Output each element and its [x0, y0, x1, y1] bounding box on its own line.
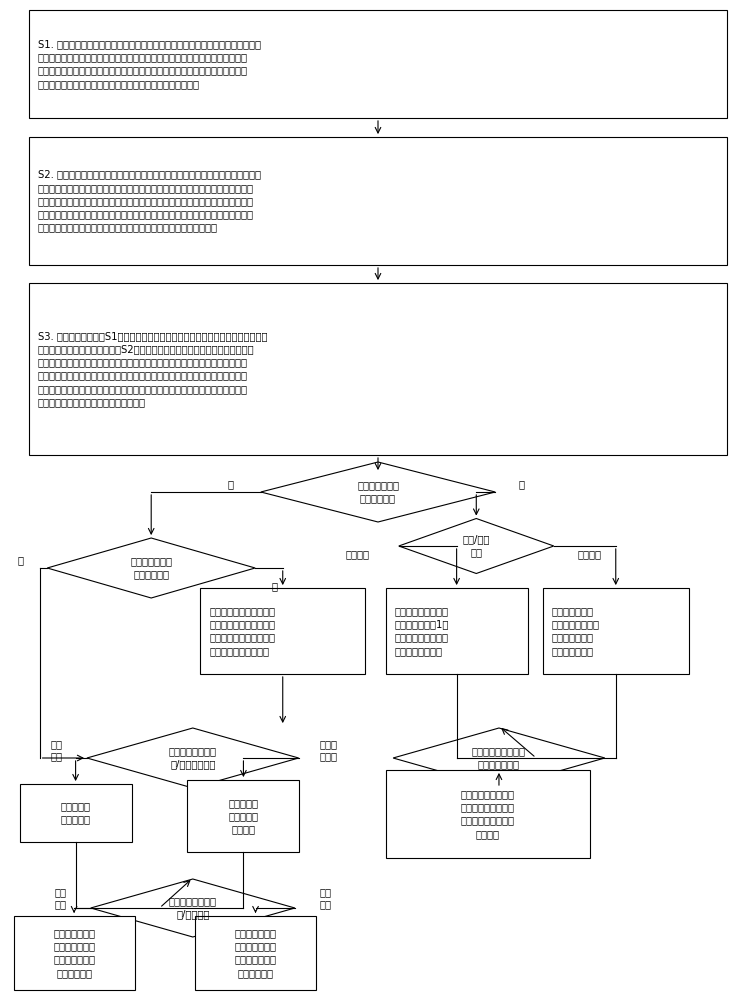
Text: 显示单元报警，
并给出故障信息，
同时故障断路单
元切断充电电源: 显示单元报警， 并给出故障信息， 同时故障断路单 元切断充电电源: [552, 606, 600, 656]
Text: 放电/充电
循环: 放电/充电 循环: [463, 534, 490, 558]
Text: 显示单元报警，并给出维
护信息，同时故障断路单
元将寿命终止的电池从电
动叉车锂电池组中断路: 显示单元报警，并给出维 护信息，同时故障断路单 元将寿命终止的电池从电 动叉车锂…: [209, 606, 275, 656]
Bar: [20, 784, 132, 842]
Bar: [543, 588, 689, 674]
Text: S3. 控制单元接收步骤S1中的电动叉车的速度、负载、环境温度数据以及阻抗、温
度、电流和电压数据，接收步骤S2中的预测结果，结合预先设定的电动叉车锂电
池组工: S3. 控制单元接收步骤S1中的电动叉车的速度、负载、环境温度数据以及阻抗、温 …: [38, 331, 268, 407]
Text: 显示单元报
警，并给出
维护信息: 显示单元报 警，并给出 维护信息: [228, 798, 259, 834]
Text: 显示单元给
出维护信息: 显示单元给 出维护信息: [60, 801, 91, 825]
Text: 若控制单元给出升
温/降温指令: 若控制单元给出升 温/降温指令: [169, 896, 217, 920]
Polygon shape: [393, 728, 605, 788]
Text: 否: 否: [228, 479, 234, 489]
Bar: [195, 916, 316, 990]
Text: S2. 电池状态评估单元接收电动叉车的速度、负载、环境温度数据，单体电池的阻
抗、温度、电流和电压数据以及制冷、制热数据，电池健康状态预测模块根据上述
数据预测: S2. 电池状态评估单元接收电动叉车的速度、负载、环境温度数据，单体电池的阻 抗…: [38, 170, 261, 232]
Polygon shape: [87, 728, 299, 788]
Text: 否: 否: [18, 555, 23, 565]
Text: 降温
指令: 降温 指令: [319, 887, 331, 909]
Polygon shape: [47, 538, 255, 598]
Text: 升温
指令: 升温 指令: [54, 887, 67, 909]
Polygon shape: [261, 462, 495, 522]
Text: 温度控制单元中
的冷却单元对电
动叉车锂电池组
进行降温处理: 温度控制单元中 的冷却单元对电 动叉车锂电池组 进行降温处理: [234, 928, 277, 978]
Text: 若控制单元给出
故障断路指令: 若控制单元给出 故障断路指令: [357, 480, 399, 504]
Polygon shape: [91, 879, 295, 937]
Text: 温度控制单元中
的冷却单元对电
动叉车锂电池组
进行降温处理: 温度控制单元中 的冷却单元对电 动叉车锂电池组 进行降温处理: [53, 928, 95, 978]
Text: 放电循环: 放电循环: [345, 549, 369, 559]
Text: 若控制单元给出维
护/急需维护指令: 若控制单元给出维 护/急需维护指令: [169, 746, 217, 770]
Text: 是: 是: [519, 479, 525, 489]
Bar: [29, 10, 727, 118]
Bar: [187, 780, 299, 852]
Bar: [29, 283, 727, 455]
Text: 充电循环: 充电循环: [578, 549, 601, 559]
Text: 充放电倍率控制单元
对电动叉车锂电池组
的充放电倍率按指令
进行调整: 充放电倍率控制单元 对电动叉车锂电池组 的充放电倍率按指令 进行调整: [460, 789, 515, 839]
Text: 若控制单元给出
寿命终止指令: 若控制单元给出 寿命终止指令: [130, 556, 172, 580]
Text: S1. 信号采集单元内的电动叉车运行信息采集模块采集电动叉车的速度、负载、环
境温度数据，阻抗信号采集模块、温度信号采集模块、电流信号采集模块、电压
信号采集模: S1. 信号采集单元内的电动叉车运行信息采集模块采集电动叉车的速度、负载、环 境…: [38, 39, 261, 89]
Text: 显示单元报警，并给
出故障信息，在1分
钟后故障断路单元切
断电动叉车动力源: 显示单元报警，并给 出故障信息，在1分 钟后故障断路单元切 断电动叉车动力源: [395, 606, 449, 656]
Polygon shape: [399, 518, 553, 574]
Text: 若控制单元给出调整
充放电倍率指令: 若控制单元给出调整 充放电倍率指令: [472, 746, 526, 770]
Bar: [386, 770, 590, 858]
Text: 是: 是: [271, 581, 277, 591]
Text: 维护
指令: 维护 指令: [51, 739, 63, 761]
Bar: [386, 588, 528, 674]
Bar: [29, 137, 727, 265]
Bar: [200, 588, 365, 674]
Bar: [14, 916, 135, 990]
Text: 急需维
护指令: 急需维 护指令: [320, 739, 338, 761]
